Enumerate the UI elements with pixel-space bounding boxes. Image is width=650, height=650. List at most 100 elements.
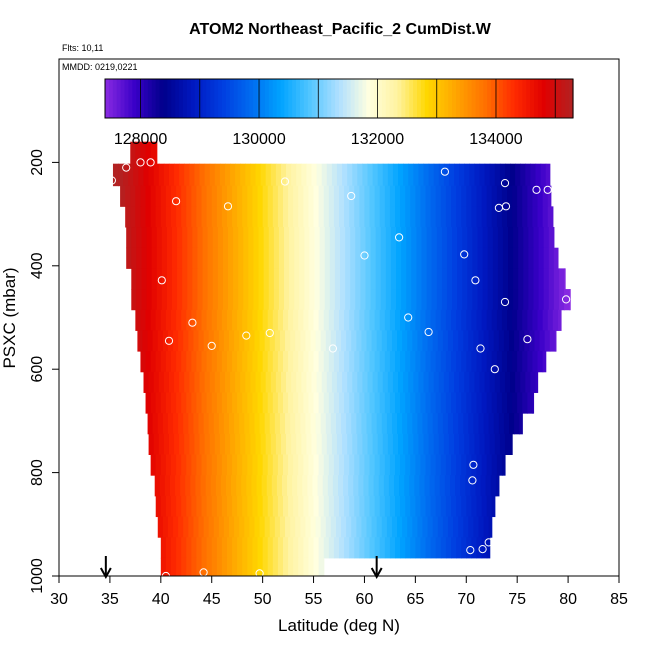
heatmap-cell [140,351,147,373]
heatmap-cell [382,371,389,393]
heatmap-cell [464,163,470,187]
heatmap-cell [548,289,555,311]
heatmap-cell [221,495,228,518]
colorbar-swatch [537,79,543,118]
heatmap-cell [227,351,233,373]
heatmap-cell [130,185,136,207]
heatmap-cell [191,495,198,518]
heatmap-cell [283,454,289,476]
heatmap-cell [359,206,366,228]
heatmap-cell [163,371,170,393]
heatmap-cell [171,392,177,414]
heatmap-cell [458,413,464,435]
heatmap-cell [237,537,243,559]
heatmap-cell [482,268,489,290]
heatmap-cell [321,433,328,455]
heatmap-cell [306,371,313,393]
heatmap-cell [256,475,263,497]
heatmap-cell [272,454,279,476]
observation-point [136,158,145,167]
colorbar-swatch [245,79,250,118]
heatmap-cell [176,454,182,476]
heatmap-cell [222,289,229,311]
heatmap-cell [235,433,241,455]
heatmap-cell [179,371,185,393]
heatmap-cell [471,206,478,228]
heatmap-cell [537,351,544,373]
heatmap-cell [481,495,488,518]
heatmap-cell [473,516,480,538]
heatmap-cell [275,163,282,187]
heatmap-cell [547,206,554,228]
observation-point [469,460,478,469]
heatmap-cell [262,351,269,373]
heatmap-cell [360,289,367,311]
heatmap-cell [233,268,239,290]
heatmap-cell [507,392,513,414]
heatmap-cell [557,309,562,331]
heatmap-cell [202,227,209,249]
observation-point [328,344,337,353]
heatmap-cell [283,206,289,228]
heatmap-cell [345,268,351,290]
heatmap-cell [252,351,259,373]
heatmap-cell [257,185,264,207]
observation-point [107,176,117,185]
heatmap-cell [232,206,238,228]
heatmap-cell [355,227,361,249]
heatmap-cell [467,227,473,249]
heatmap-cell [488,330,495,352]
heatmap-cell [425,392,432,414]
heatmap-cell [411,247,417,269]
heatmap-cell [532,309,539,331]
heatmap-cell [298,495,304,518]
heatmap-cell [390,289,397,311]
heatmap-cell [166,227,173,249]
heatmap-cell [288,206,294,228]
heatmap-cell [472,289,479,311]
heatmap-cell [271,475,278,497]
heatmap-cell [262,309,269,331]
heatmap-cell [232,454,238,476]
heatmap-cell [126,247,132,269]
heatmap-cell [425,206,432,228]
heatmap-cell [209,371,216,393]
heatmap-cell [331,163,338,187]
heatmap-cell [324,227,331,249]
heatmap-cell [364,537,371,559]
heatmap-cell [407,330,413,352]
heatmap-cell [445,454,452,476]
colorbar-swatch [506,79,512,118]
heatmap-cell [295,330,301,352]
heatmap-cell [410,537,416,559]
heatmap-cell [387,371,394,393]
heatmap-cell [211,185,218,207]
heatmap-cell [301,433,308,455]
heatmap-cell [421,227,428,249]
heatmap-cell [456,185,462,207]
heatmap-cell [245,371,252,393]
heatmap-cell [351,516,357,538]
heatmap-cell [250,433,257,455]
heatmap-cell [184,163,190,187]
heatmap-cell [465,475,471,497]
heatmap-cell [369,351,376,373]
heatmap-cell [180,475,186,497]
heatmap-cell [165,495,172,518]
heatmap-cell [323,454,330,476]
heatmap-cell [356,330,362,352]
heatmap-cell [361,330,368,352]
heatmap-cell [390,227,397,249]
heatmap-cell [283,309,289,331]
heatmap-cell [476,206,483,228]
heatmap-cell [324,247,331,269]
heatmap-cell [216,537,223,559]
colorbar-swatch [268,79,274,118]
heatmap-cell [337,475,344,497]
heatmap-cell [501,351,508,373]
heatmap-cell [454,371,460,393]
heatmap-cell [339,185,345,207]
heatmap-cell [219,433,226,455]
heatmap-cell [142,330,149,352]
heatmap-cell [209,163,216,187]
